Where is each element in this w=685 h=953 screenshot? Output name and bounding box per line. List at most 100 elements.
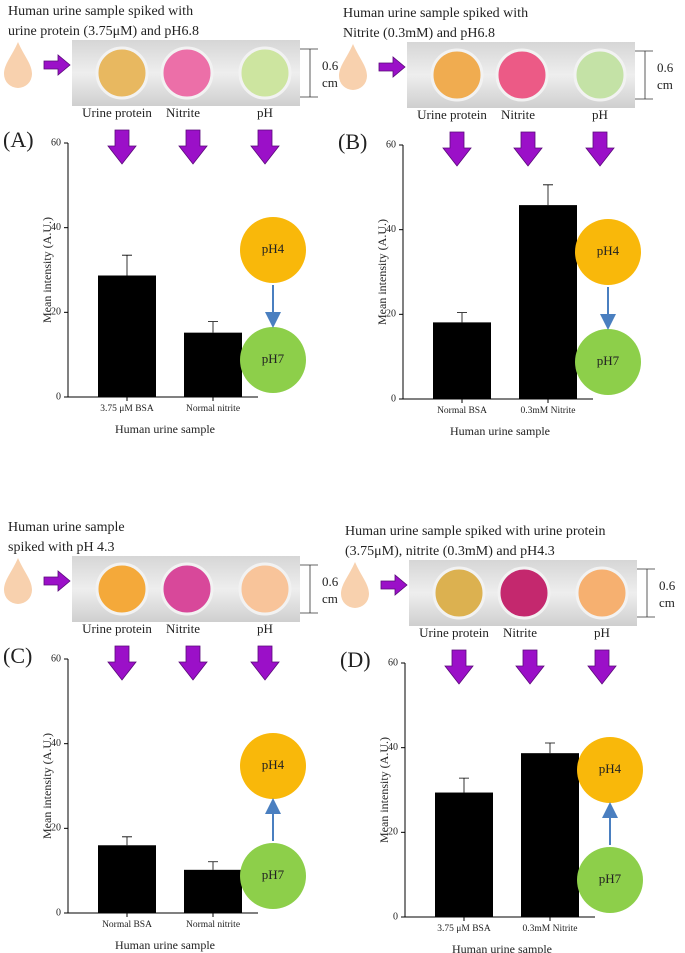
down-arrow [178,129,208,165]
x-tick-label: Normal nitrite [186,404,240,414]
test-spot [160,562,214,616]
strip-label: pH [592,107,608,122]
ph4-circle [240,733,306,799]
error-bar [543,184,553,206]
y-tick-label: 40 [51,738,61,749]
scale-label: 0.6 [659,578,676,593]
x-axis-label: Human urine sample [450,424,550,438]
ph7-circle [577,847,643,913]
y-tick-label: 0 [56,907,61,918]
drop [341,562,369,608]
arrow [43,570,71,592]
strip-label: Urine protein [417,107,487,122]
error-bar [122,254,132,276]
ph-label: pH7 [262,351,285,366]
test-spot [430,48,484,102]
drop [4,558,32,604]
down-arrow [107,129,137,165]
scale-bracket [635,50,653,100]
ph7-circle [240,327,306,393]
panel: Human urine sample spiked with pH 4.3 0.6 c… [3,520,339,952]
down-arrow [442,131,472,167]
strip-label: Nitrite [503,625,537,640]
test-spot [95,562,149,616]
ph4-circle [577,737,643,803]
panel: Human urine sample spiked with urine pro… [340,524,676,953]
down-arrow [250,129,280,165]
y-axis-label: Mean intensity (A.U.) [40,217,54,323]
down-arrow [585,131,615,167]
error-bar [459,777,469,793]
panel-title: urine protein (3.75μM) and pH6.8 [8,24,199,39]
y-tick-label: 20 [386,309,396,320]
strip-label: pH [594,625,610,640]
down-arrow [107,645,137,681]
ph-label: pH4 [262,241,285,256]
panel-label: (A) [3,127,34,152]
scale-label: 0.6 [322,574,339,589]
down-arrow [515,649,545,685]
x-tick-label: 3.75 μM BSA [100,404,154,414]
x-tick-label: 3.75 μM BSA [437,924,491,934]
ph7-circle [240,843,306,909]
test-spot [160,46,214,100]
y-tick-label: 60 [388,657,398,668]
down-arrow [178,645,208,681]
x-tick-label: Normal BSA [102,920,152,930]
y-tick-label: 0 [391,393,396,404]
error-bar [208,861,218,870]
panel-title: spiked with pH 4.3 [8,540,115,555]
ph-label: pH7 [597,353,620,368]
strip-label: pH [257,105,273,120]
bar [184,869,242,913]
ph-label: pH7 [599,871,622,886]
y-tick-label: 40 [386,224,396,235]
down-arrow [587,649,617,685]
strip-label: Urine protein [82,105,152,120]
y-axis-label: Mean intensity (A.U.) [377,737,391,843]
panel-title: Human urine sample spiked with [343,6,528,21]
down-arrow [513,131,543,167]
error-bar [208,321,218,333]
panel-title: Human urine sample spiked with [8,4,193,19]
error-bar [545,742,555,754]
test-spot [575,566,629,620]
test-spot [432,566,486,620]
ph4-circle [575,219,641,285]
panel-label: (B) [338,129,367,154]
bar [519,205,577,399]
bar [184,332,242,397]
strip-label: pH [257,621,273,636]
bar [521,753,579,917]
y-axis-label: Mean intensity (A.U.) [375,219,389,325]
strip-label: Urine protein [419,625,489,640]
down-arrow [444,649,474,685]
ph4-circle [240,217,306,283]
drop [4,42,32,88]
y-tick-label: 40 [51,222,61,233]
scale-label: cm [322,75,338,90]
y-tick-label: 20 [51,823,61,834]
y-tick-label: 0 [393,911,398,922]
bar [433,322,491,399]
scale-label: 0.6 [657,60,674,75]
panel-title: (3.75μM), nitrite (0.3mM) and pH4.3 [345,544,555,559]
strip-label: Nitrite [166,105,200,120]
panel-title: Human urine sample [8,520,125,535]
scale-label: cm [659,595,675,610]
scale-label: cm [322,591,338,606]
error-bar [122,836,132,846]
strip-label: Nitrite [501,107,535,122]
ph-label: pH4 [599,761,622,776]
test-spot [95,46,149,100]
ph-label: pH4 [597,243,620,258]
arrow [380,574,408,596]
y-tick-label: 40 [388,742,398,753]
y-tick-label: 20 [51,307,61,318]
x-tick-label: 0.3mM Nitrite [523,924,578,934]
down-arrow [250,645,280,681]
bar [98,845,156,913]
x-tick-label: 0.3mM Nitrite [521,406,576,416]
panel: Human urine sample spiked with Nitrite (0… [338,6,674,438]
panel-title: Nitrite (0.3mM) and pH6.8 [343,26,495,41]
